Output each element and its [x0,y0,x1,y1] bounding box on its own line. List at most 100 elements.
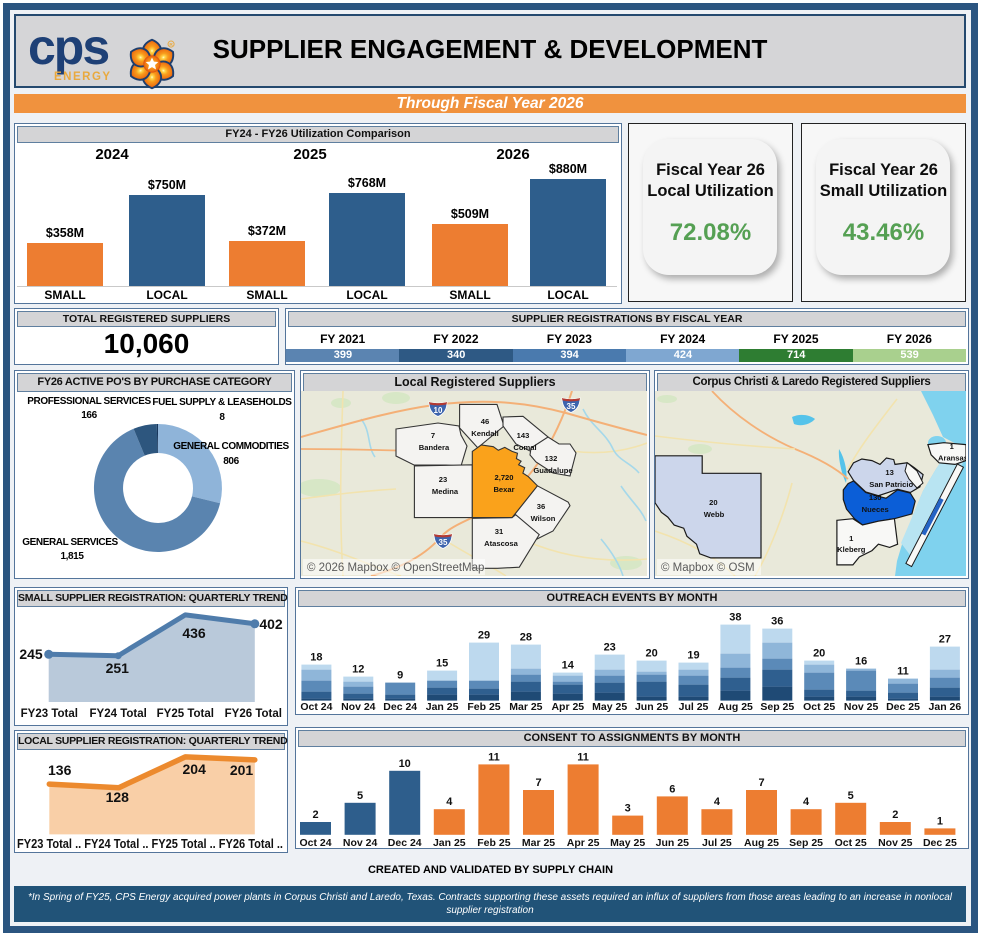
svg-text:Comal: Comal [513,443,536,452]
svg-text:Dec 25: Dec 25 [886,701,920,712]
svg-text:23: 23 [439,475,447,484]
svg-text:Nov 24: Nov 24 [341,701,376,712]
svg-text:Wilson: Wilson [531,514,556,523]
svg-text:2: 2 [312,809,318,821]
svg-text:128: 128 [106,789,130,805]
svg-text:Aransas: Aransas [938,454,966,463]
svg-text:12: 12 [352,664,364,676]
svg-text:3: 3 [625,803,631,815]
svg-text:Jul 25: Jul 25 [679,701,709,712]
svg-text:Kendall: Kendall [471,429,498,438]
svg-text:Dec 25: Dec 25 [923,837,957,848]
svg-text:Nov 25: Nov 25 [844,701,879,712]
svg-text:14: 14 [562,660,575,672]
svg-text:Apr 25: Apr 25 [567,837,600,848]
svg-text:11: 11 [577,751,589,763]
svg-text:R: R [169,42,173,48]
svg-text:Oct 24: Oct 24 [300,701,332,712]
svg-text:5: 5 [357,790,363,802]
svg-text:245: 245 [19,646,43,662]
svg-text:© Mapbox © OSM: © Mapbox © OSM [661,562,755,574]
svg-text:FY23 Total: FY23 Total [21,708,78,720]
svg-text:Dec 24: Dec 24 [383,701,417,712]
svg-text:Aug 25: Aug 25 [718,701,753,712]
svg-text:Atascosa: Atascosa [484,539,519,548]
svg-text:20: 20 [709,498,717,507]
svg-text:Mar 25: Mar 25 [509,701,542,712]
svg-text:2: 2 [892,809,898,821]
svg-text:10: 10 [434,406,443,415]
svg-text:4: 4 [446,796,453,808]
svg-text:Nueces: Nueces [862,505,889,514]
svg-text:5: 5 [848,790,854,802]
svg-text:10: 10 [399,758,411,770]
svg-text:Jun 25: Jun 25 [635,701,668,712]
svg-text:11: 11 [897,666,909,678]
svg-text:251: 251 [106,660,130,676]
svg-text:19: 19 [687,650,699,662]
svg-text:16: 16 [855,656,867,668]
svg-text:36: 36 [771,616,783,628]
svg-text:Bandera: Bandera [419,443,450,452]
svg-text:FY25 Total: FY25 Total [157,708,214,720]
svg-text:7: 7 [431,431,435,440]
svg-text:7: 7 [535,777,541,789]
svg-text:Jan 25: Jan 25 [426,701,459,712]
svg-text:Jul 25: Jul 25 [702,837,732,848]
svg-text:20: 20 [645,648,657,660]
svg-text:1: 1 [937,815,943,827]
svg-text:Sep 25: Sep 25 [789,837,823,848]
svg-text:Guadalupe: Guadalupe [533,466,572,475]
svg-text:May 25: May 25 [592,701,627,712]
svg-text:38: 38 [729,612,741,624]
svg-text:Feb 25: Feb 25 [467,701,500,712]
svg-text:Jan 25: Jan 25 [433,837,466,848]
svg-text:Jun 25: Jun 25 [656,837,689,848]
svg-text:4: 4 [714,796,721,808]
svg-text:11: 11 [488,751,500,763]
svg-text:2,720: 2,720 [494,473,513,482]
svg-text:© 2026 Mapbox © OpenStreetMap: © 2026 Mapbox © OpenStreetMap [307,562,484,574]
svg-text:Webb: Webb [704,510,725,519]
svg-text:Nov 25: Nov 25 [878,837,913,848]
svg-text:FY24 Total: FY24 Total [90,708,147,720]
svg-text:Kleberg: Kleberg [837,545,866,554]
svg-text:Aug 25: Aug 25 [744,837,779,848]
svg-text:4: 4 [803,796,810,808]
svg-text:35: 35 [567,402,576,411]
svg-text:1: 1 [849,534,854,543]
svg-text:May 25: May 25 [610,837,645,848]
svg-text:Dec 24: Dec 24 [388,837,422,848]
svg-text:132: 132 [545,454,558,463]
svg-text:29: 29 [478,630,490,642]
svg-text:136: 136 [48,762,72,778]
svg-text:9: 9 [397,670,403,682]
svg-text:Oct 25: Oct 25 [803,701,835,712]
svg-text:130: 130 [869,493,882,502]
svg-text:Nov 24: Nov 24 [343,837,378,848]
svg-text:31: 31 [495,527,504,536]
svg-text:Mar 25: Mar 25 [522,837,555,848]
svg-text:Medina: Medina [432,487,459,496]
svg-text:Oct 24: Oct 24 [299,837,331,848]
svg-text:Sep 25: Sep 25 [760,701,794,712]
svg-text:1: 1 [950,442,955,451]
svg-text:Jan 26: Jan 26 [929,701,962,712]
svg-text:46: 46 [481,417,489,426]
svg-text:28: 28 [520,632,532,644]
svg-text:20: 20 [813,648,825,660]
svg-text:36: 36 [537,502,545,511]
svg-text:23: 23 [604,642,616,654]
svg-text:San Patricio: San Patricio [869,480,913,489]
svg-text:Bexar: Bexar [493,485,514,494]
svg-text:143: 143 [517,431,530,440]
svg-text:436: 436 [182,625,206,641]
svg-text:Apr 25: Apr 25 [551,701,584,712]
svg-text:7: 7 [758,777,764,789]
svg-text:FY26 Total: FY26 Total [225,708,282,720]
svg-text:402: 402 [259,616,283,632]
svg-text:27: 27 [939,634,951,646]
svg-text:15: 15 [436,658,448,670]
svg-text:13: 13 [885,468,893,477]
svg-text:35: 35 [439,538,448,547]
